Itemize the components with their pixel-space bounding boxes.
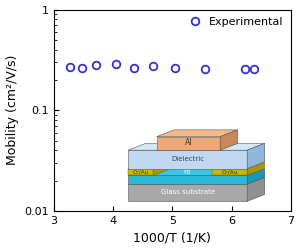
Experimental xyxy=(152,64,155,68)
Line: Experimental: Experimental xyxy=(66,61,258,73)
Experimental xyxy=(203,68,207,71)
X-axis label: 1000/T (1/K): 1000/T (1/K) xyxy=(133,232,211,244)
Experimental xyxy=(94,64,98,67)
Experimental xyxy=(132,66,136,69)
Experimental xyxy=(114,63,118,66)
Experimental xyxy=(252,68,256,71)
Experimental xyxy=(68,65,72,68)
Experimental xyxy=(80,66,84,69)
Experimental xyxy=(173,66,177,69)
Y-axis label: Mobility (cm²/V/s): Mobility (cm²/V/s) xyxy=(6,55,19,166)
Experimental xyxy=(243,68,246,71)
Legend: Experimental: Experimental xyxy=(182,13,287,32)
